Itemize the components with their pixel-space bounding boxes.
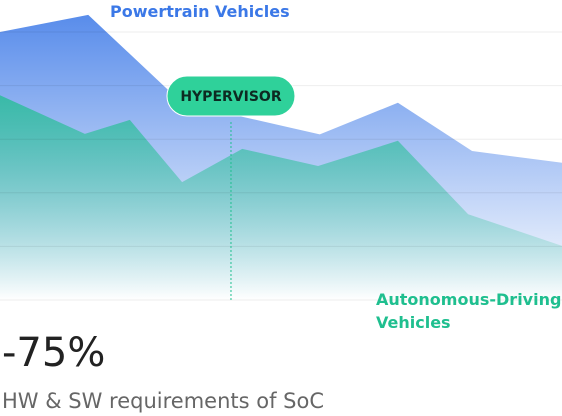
annotation-text: HYPERVISOR: [180, 89, 281, 105]
series-label: Autonomous-Driving Vehicles: [376, 290, 562, 332]
kpi-caption: HW & SW requirements of SoC: [2, 389, 325, 413]
kpi-value: -75%: [2, 330, 106, 376]
series-label: Powertrain Vehicles: [110, 2, 290, 21]
annotation-pill: [166, 75, 296, 117]
area: [0, 95, 562, 300]
